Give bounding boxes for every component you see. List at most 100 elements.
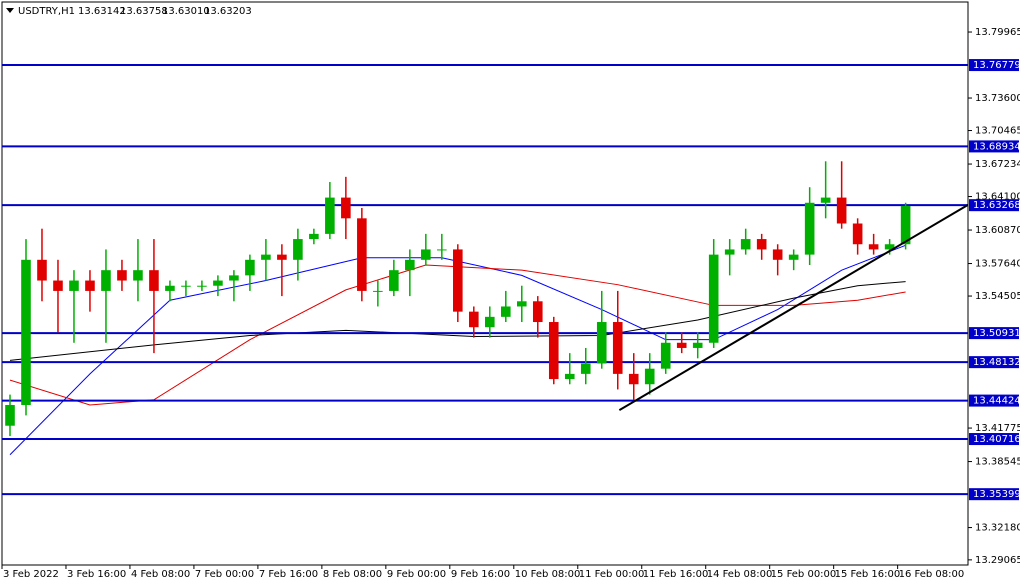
level-label: 13.63268 bbox=[973, 200, 1020, 211]
candle-body bbox=[117, 270, 127, 281]
x-tick-label: 3 Feb 16:00 bbox=[67, 569, 126, 580]
candle-body bbox=[37, 259, 47, 281]
candle-body bbox=[852, 223, 863, 245]
y-tick-label: 13.67234 bbox=[975, 159, 1020, 170]
level-label: 13.48132 bbox=[973, 357, 1020, 368]
level-tag bbox=[969, 356, 1019, 369]
candle-body bbox=[469, 311, 479, 328]
candle-body bbox=[660, 342, 671, 369]
candle-body bbox=[580, 363, 591, 374]
y-tick-label: 13.54505 bbox=[975, 291, 1020, 302]
x-tick-label: 11 Feb 16:00 bbox=[643, 569, 709, 580]
candle-body bbox=[85, 280, 95, 291]
y-tick-label: 13.29065 bbox=[975, 555, 1020, 566]
candle-body bbox=[564, 373, 575, 380]
x-tick-label: 9 Feb 16:00 bbox=[451, 569, 510, 580]
level-tag bbox=[969, 433, 1019, 446]
level-tag bbox=[969, 59, 1019, 72]
level-tag bbox=[969, 327, 1019, 340]
x-tick-label: 7 Feb 16:00 bbox=[259, 569, 318, 580]
candle-body bbox=[53, 280, 63, 291]
candle-body bbox=[101, 270, 111, 291]
candle-body bbox=[213, 280, 223, 286]
candle-body bbox=[788, 254, 799, 260]
chart-title: USDTRY,H1 bbox=[18, 6, 75, 17]
candle-body bbox=[804, 202, 815, 255]
candle-body bbox=[836, 197, 847, 224]
candle-body bbox=[149, 270, 159, 291]
level-label: 13.68934 bbox=[973, 141, 1020, 152]
candle-body bbox=[884, 244, 895, 250]
candle-body bbox=[325, 197, 335, 234]
candle-body bbox=[756, 239, 767, 250]
candle-body bbox=[596, 322, 607, 364]
y-tick-label: 13.60870 bbox=[975, 225, 1020, 236]
candle-body bbox=[229, 275, 239, 281]
candle-body bbox=[69, 280, 79, 291]
x-tick-label: 15 Feb 00:00 bbox=[771, 569, 837, 580]
y-tick-label: 13.57640 bbox=[975, 259, 1020, 270]
y-tick-label: 13.38545 bbox=[975, 457, 1020, 468]
y-tick-label: 13.73600 bbox=[975, 93, 1020, 104]
quote-value: 13.63758 bbox=[120, 6, 168, 17]
candle-body bbox=[437, 249, 447, 251]
x-tick-label: 16 Feb 08:00 bbox=[899, 569, 965, 580]
candle-body bbox=[309, 233, 319, 240]
x-tick-label: 8 Feb 08:00 bbox=[323, 569, 382, 580]
level-label: 13.35399 bbox=[973, 489, 1020, 500]
y-tick-label: 13.79965 bbox=[975, 27, 1020, 38]
candle-body bbox=[644, 368, 655, 385]
y-tick-label: 13.64100 bbox=[975, 192, 1020, 203]
candle-body bbox=[373, 290, 383, 292]
candle-body bbox=[772, 249, 783, 260]
y-tick-label: 13.32180 bbox=[975, 523, 1020, 534]
x-tick-label: 11 Feb 00:00 bbox=[579, 569, 645, 580]
candle-body bbox=[277, 254, 287, 260]
x-tick-label: 4 Feb 08:00 bbox=[131, 569, 190, 580]
candle-body bbox=[357, 218, 367, 291]
level-label: 13.76779 bbox=[973, 60, 1020, 71]
x-tick-label: 7 Feb 00:00 bbox=[195, 569, 254, 580]
candle-body bbox=[676, 342, 687, 348]
quote-value: 13.63203 bbox=[204, 6, 252, 17]
candle-body bbox=[245, 259, 255, 276]
candle-body bbox=[516, 301, 527, 307]
level-tag bbox=[969, 488, 1019, 501]
symbol-icon bbox=[6, 8, 14, 13]
candle-body bbox=[293, 239, 303, 260]
level-tag bbox=[969, 199, 1019, 212]
trendline bbox=[618, 203, 969, 412]
candle-body bbox=[453, 249, 463, 312]
candle-body bbox=[405, 259, 415, 271]
level-tag bbox=[969, 394, 1019, 407]
candle-body bbox=[500, 306, 511, 317]
level-label: 13.50931 bbox=[973, 328, 1020, 339]
candle-body bbox=[341, 197, 351, 219]
level-tag bbox=[969, 140, 1019, 153]
candle-body bbox=[133, 270, 143, 281]
quote-value: 13.63010 bbox=[162, 6, 210, 17]
x-tick-label: 14 Feb 08:00 bbox=[707, 569, 773, 580]
candle-body bbox=[724, 249, 735, 255]
candle-body bbox=[181, 285, 191, 287]
candle-body bbox=[692, 342, 703, 348]
candle-body bbox=[197, 285, 207, 287]
plot-frame bbox=[1, 1, 969, 566]
candle-body bbox=[165, 285, 175, 291]
candle-body bbox=[612, 322, 623, 374]
quote-value: 13.63142 bbox=[78, 6, 126, 17]
x-tick-label: 3 Feb 2022 bbox=[3, 569, 59, 580]
candle-body bbox=[21, 259, 31, 405]
candle-body bbox=[708, 254, 719, 343]
candle-body bbox=[261, 254, 271, 260]
level-label: 13.40716 bbox=[973, 434, 1020, 445]
x-tick-label: 9 Feb 00:00 bbox=[387, 569, 446, 580]
candle-body bbox=[900, 205, 911, 245]
candle-body bbox=[5, 404, 15, 426]
candle-body bbox=[421, 249, 431, 260]
candle-body bbox=[868, 244, 879, 250]
x-tick-label: 10 Feb 08:00 bbox=[515, 569, 581, 580]
candle-body bbox=[628, 373, 639, 385]
